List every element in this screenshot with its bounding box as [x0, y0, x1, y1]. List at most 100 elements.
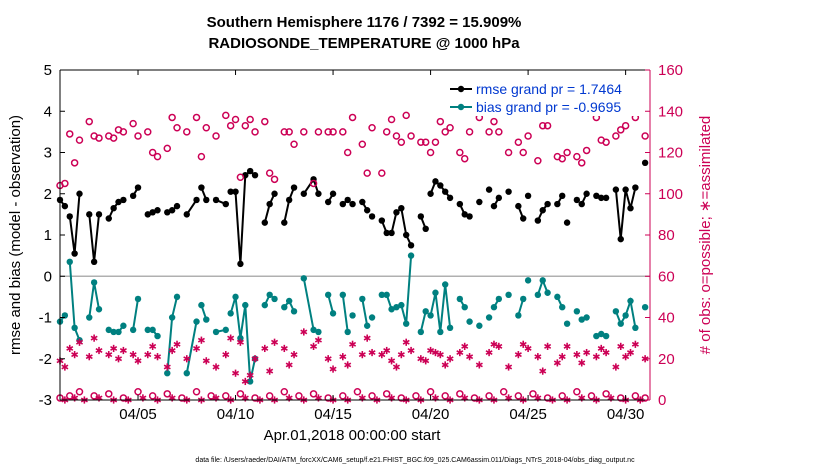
- bias-point: [466, 318, 473, 325]
- rmse-point: [349, 200, 356, 208]
- bias-point: [398, 301, 405, 309]
- obs-possible-point: [295, 392, 303, 400]
- obs-assimilated-point: [563, 342, 571, 350]
- obs-possible-point: [324, 128, 332, 136]
- obs-assimilated-point: [436, 351, 444, 359]
- obs-assimilated-point: [402, 338, 410, 346]
- obs-possible-point: [470, 394, 479, 402]
- rmse-point: [290, 184, 298, 191]
- rmse-point: [402, 231, 410, 239]
- obs-assimilated-point: [153, 353, 162, 361]
- obs-possible-point: [621, 121, 630, 130]
- rmse-point: [417, 213, 425, 220]
- bias-point: [344, 328, 351, 336]
- obs-assimilated-point: [617, 342, 625, 350]
- obs-assimilated-point: [300, 328, 308, 336]
- bias-point: [524, 277, 532, 284]
- x-tick-label: 04/05: [119, 406, 157, 423]
- bias-point: [641, 303, 649, 311]
- rmse-point: [627, 204, 634, 212]
- bias-point: [227, 310, 234, 317]
- obs-possible-point: [573, 388, 581, 396]
- bias-point: [520, 295, 527, 303]
- obs-possible-point: [456, 390, 464, 398]
- obs-possible-point: [514, 138, 523, 146]
- bias-point: [339, 291, 347, 299]
- obs-possible-point: [207, 392, 215, 400]
- legend: rmse grand pr = 1.7464 bias grand pr = -…: [445, 76, 645, 116]
- x-tick-label: 04/30: [607, 406, 645, 423]
- obs-possible-point: [612, 132, 620, 140]
- bias-point: [120, 322, 127, 329]
- bias-point: [437, 328, 444, 336]
- bias-point: [134, 295, 142, 303]
- obs-assimilated-point: [524, 344, 532, 353]
- obs-possible-point: [558, 154, 566, 163]
- y-tick-label: 0: [44, 268, 52, 285]
- y2-tick-label: 100: [658, 186, 683, 203]
- obs-possible-point: [529, 390, 537, 398]
- rmse-point: [432, 178, 439, 185]
- rmse-point: [554, 200, 561, 208]
- rmse-point: [641, 159, 649, 167]
- rmse-point: [388, 229, 395, 237]
- rmse-point: [505, 188, 512, 195]
- rmse-point: [164, 209, 171, 216]
- obs-possible-point: [168, 113, 176, 122]
- obs-possible-point: [163, 144, 172, 153]
- bias-point: [407, 252, 415, 259]
- obs-possible-point: [134, 132, 142, 140]
- rmse-point: [598, 194, 605, 202]
- obs-assimilated-point: [602, 348, 610, 357]
- rmse-point: [86, 211, 93, 218]
- obs-assimilated-point: [285, 361, 293, 369]
- obs-assimilated-point: [61, 363, 69, 371]
- obs-assimilated-point: [363, 334, 371, 342]
- obs-assimilated-point: [310, 342, 318, 350]
- footer-data-file: data file: /Users/raeder/DAI/ATM_forcXX/…: [195, 457, 635, 464]
- rmse-point: [90, 258, 98, 266]
- bias-point: [95, 306, 103, 313]
- obs-assimilated-point: [539, 367, 547, 375]
- obs-possible-point: [407, 132, 415, 140]
- legend-rmse-marker: [457, 85, 465, 93]
- obs-possible-point: [309, 179, 318, 188]
- obs-possible-point: [514, 392, 523, 400]
- bias-line-segment: [361, 298, 369, 326]
- rmse-point: [222, 200, 229, 208]
- obs-assimilated-point: [183, 355, 191, 363]
- obs-possible-point: [602, 390, 610, 398]
- rmse-point: [485, 186, 493, 193]
- rmse-point: [251, 171, 259, 179]
- obs-possible-point: [353, 388, 362, 396]
- bias-point: [598, 330, 605, 338]
- bias-point: [593, 332, 600, 340]
- obs-possible-point: [270, 175, 279, 184]
- obs-assimilated-point: [241, 377, 249, 386]
- bias-point: [461, 303, 468, 311]
- legend-bias-marker: [457, 103, 465, 111]
- y2-tick-label: 120: [658, 145, 683, 162]
- obs-possible-point: [202, 124, 211, 132]
- obs-assimilated-point: [485, 348, 493, 357]
- rmse-point: [261, 219, 268, 226]
- rmse-point: [407, 242, 415, 249]
- bias-point: [559, 303, 566, 311]
- obs-possible-point: [631, 392, 640, 400]
- obs-possible-point: [300, 128, 308, 136]
- rmse-point: [378, 217, 386, 224]
- obs-possible-point: [519, 148, 527, 157]
- rmse-point: [237, 260, 244, 268]
- rmse-point: [115, 198, 122, 206]
- obs-possible-point: [378, 169, 386, 177]
- bias-point: [612, 308, 620, 315]
- obs-possible-point: [183, 128, 191, 136]
- obs-possible-point: [485, 128, 493, 136]
- rmse-point: [154, 207, 161, 214]
- obs-assimilated-point: [368, 348, 376, 357]
- obs-possible-point: [163, 390, 172, 398]
- bias-point: [66, 258, 73, 266]
- rmse-point: [490, 202, 498, 210]
- obs-possible-point: [61, 179, 69, 188]
- obs-assimilated-point: [222, 351, 230, 359]
